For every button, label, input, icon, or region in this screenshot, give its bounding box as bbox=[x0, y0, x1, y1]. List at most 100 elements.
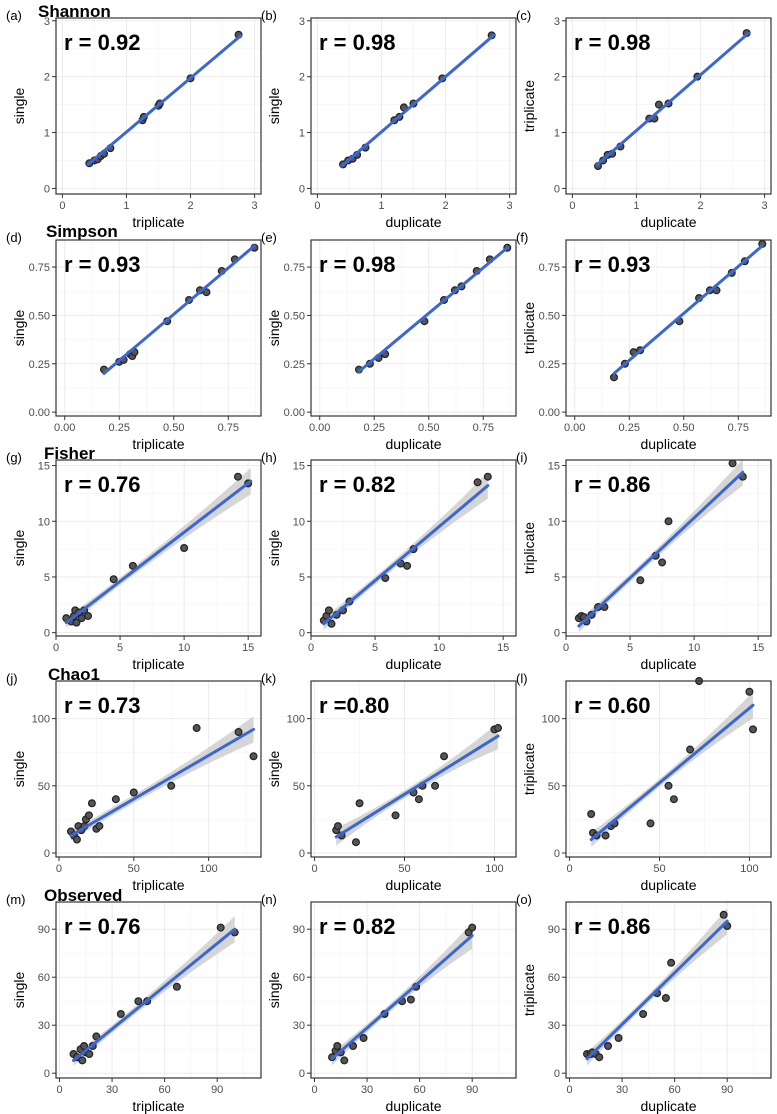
data-point bbox=[440, 752, 449, 761]
panel-frame bbox=[55, 680, 262, 858]
r-annotation: r =0.80 bbox=[319, 693, 389, 718]
y-tick-label: 60 bbox=[293, 972, 305, 984]
y-tick-label: 3 bbox=[554, 16, 560, 28]
data-point bbox=[601, 831, 610, 840]
panel-tag: (d) bbox=[6, 230, 22, 245]
data-point bbox=[686, 745, 695, 754]
x-tick-label: 0.75 bbox=[728, 422, 749, 434]
x-tick-label: 3 bbox=[507, 200, 513, 212]
x-tick-label: 30 bbox=[106, 1084, 118, 1096]
x-tick-label: 50 bbox=[653, 863, 665, 875]
y-axis-title: triplicate bbox=[521, 302, 537, 354]
y-tick-label: 90 bbox=[548, 924, 560, 936]
row-title-fisher: Fisher bbox=[44, 444, 95, 463]
y-axis-title: triplicate bbox=[521, 522, 537, 574]
fit-line bbox=[69, 727, 256, 838]
x-tick-label: 0.50 bbox=[673, 422, 694, 434]
data-point bbox=[728, 459, 737, 468]
r-annotation: r = 0.93 bbox=[574, 252, 650, 277]
y-axis-title: single bbox=[11, 751, 27, 788]
data-point bbox=[233, 472, 242, 481]
y-axis-title: triplicate bbox=[521, 80, 537, 132]
data-point bbox=[72, 835, 81, 844]
y-tick-label: 30 bbox=[548, 1020, 560, 1032]
r-annotation: r = 0.82 bbox=[319, 472, 395, 497]
y-tick-label: 10 bbox=[38, 516, 50, 528]
panel-tag: (o) bbox=[516, 892, 532, 907]
row-title-simpson: Simpson bbox=[46, 222, 118, 241]
panel-j: 0 50 100 0 50 100 triplicate single (j) r = 0.73 bbox=[6, 671, 262, 893]
data-point bbox=[658, 558, 667, 567]
fit-line bbox=[86, 34, 242, 166]
x-tick-label: 100 bbox=[485, 863, 503, 875]
panel-frame bbox=[55, 459, 262, 637]
y-tick-label: 100 bbox=[287, 714, 305, 726]
y-tick-label: 15 bbox=[548, 461, 560, 473]
panel-h: 0 5 10 15 0 5 10 15 duplicate single (h) r = 0.82 bbox=[261, 450, 517, 672]
x-tick-label: 0 bbox=[311, 1084, 317, 1096]
row-title-observed: Observed bbox=[44, 886, 122, 905]
data-point bbox=[351, 838, 360, 847]
y-tick-label: 15 bbox=[293, 461, 305, 473]
panel-frame bbox=[55, 239, 262, 417]
data-point bbox=[661, 993, 670, 1002]
x-tick-label: 1 bbox=[123, 200, 129, 212]
data-point bbox=[355, 799, 364, 808]
panel-n: 0 30 60 90 0 30 60 90 duplicate single (n) r = 0.82 bbox=[261, 892, 517, 1114]
panel-tag: (i) bbox=[516, 450, 528, 465]
r-annotation: r = 0.86 bbox=[574, 914, 650, 939]
y-tick-label: 30 bbox=[293, 1020, 305, 1032]
panel-frame bbox=[310, 17, 517, 195]
x-axis-title: triplicate bbox=[132, 436, 184, 452]
y-axis-title: single bbox=[266, 751, 282, 788]
x-tick-label: 60 bbox=[159, 1084, 171, 1096]
x-axis-title: duplicate bbox=[640, 656, 696, 672]
data-point bbox=[340, 1056, 349, 1065]
x-tick-label: 50 bbox=[398, 863, 410, 875]
x-tick-label: 0.25 bbox=[109, 422, 130, 434]
y-tick-label: 0.75 bbox=[284, 262, 305, 274]
y-tick-label: 90 bbox=[38, 924, 50, 936]
panel-m: 0 30 60 90 0 30 60 90 triplicate single (m) r = 0.7… bbox=[6, 892, 262, 1114]
x-tick-label: 0 bbox=[56, 863, 62, 875]
panel-l: 0 50 100 0 50 100 duplicate triplicate (l) r = 0.… bbox=[516, 671, 772, 893]
data-point bbox=[202, 288, 211, 297]
fit-line bbox=[585, 919, 729, 1061]
x-tick-label: 5 bbox=[372, 642, 378, 654]
y-tick-label: 0 bbox=[554, 848, 560, 860]
data-point bbox=[333, 1041, 342, 1050]
data-point bbox=[614, 1033, 623, 1042]
panel-tag: (j) bbox=[6, 671, 18, 686]
data-point bbox=[216, 923, 225, 932]
x-axis-title: triplicate bbox=[132, 656, 184, 672]
r-annotation: r = 0.73 bbox=[64, 693, 140, 718]
panel-i: 0 5 10 15 0 5 10 15 duplicate triplicate (i) r = 0.… bbox=[516, 450, 772, 672]
x-axis-title: duplicate bbox=[385, 877, 441, 893]
data-point bbox=[95, 822, 104, 831]
data-point bbox=[87, 799, 96, 808]
r-annotation: r = 0.76 bbox=[64, 472, 140, 497]
data-point bbox=[249, 752, 258, 761]
x-tick-label: 0.50 bbox=[163, 422, 184, 434]
x-tick-label: 1 bbox=[633, 200, 639, 212]
y-tick-label: 3 bbox=[44, 16, 50, 28]
data-point bbox=[180, 543, 189, 552]
x-tick-label: 15 bbox=[752, 642, 764, 654]
r-annotation: r = 0.86 bbox=[574, 472, 650, 497]
data-point bbox=[333, 822, 342, 831]
fit-line bbox=[595, 31, 751, 167]
panel-frame bbox=[565, 680, 772, 858]
y-tick-label: 100 bbox=[542, 714, 560, 726]
y-axis-title: single bbox=[11, 310, 27, 347]
x-tick-label: 15 bbox=[497, 642, 509, 654]
data-point bbox=[639, 1009, 648, 1018]
panel-d: 0.00 0.25 0.50 0.75 0.00 0.25 0.50 0.75 triplica… bbox=[6, 230, 262, 452]
data-point bbox=[192, 724, 201, 733]
y-tick-label: 0 bbox=[299, 628, 305, 640]
panel-tag: (h) bbox=[261, 450, 277, 465]
x-tick-label: 3 bbox=[252, 200, 258, 212]
panel-a: 0 1 2 3 0 1 2 3 triplicate single (a) r = 0.92 bbox=[6, 8, 262, 230]
data-point bbox=[667, 958, 676, 967]
y-tick-label: 0 bbox=[44, 183, 50, 195]
r-annotation: r = 0.98 bbox=[574, 30, 650, 55]
